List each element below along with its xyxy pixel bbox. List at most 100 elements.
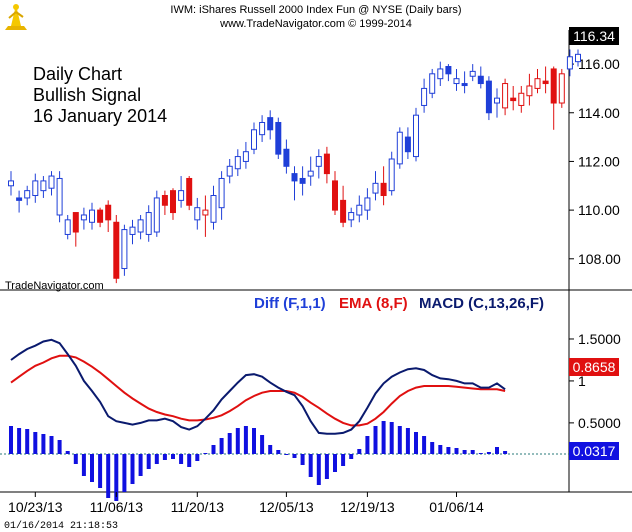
candle — [80, 207, 87, 230]
candle — [113, 214, 120, 284]
histogram-bar — [203, 453, 208, 454]
candle-body — [226, 165, 233, 177]
watermark-text: TradeNavigator.com — [5, 280, 104, 292]
candle — [178, 176, 185, 208]
histogram-bar — [486, 452, 491, 454]
candle — [259, 115, 266, 142]
candle-body — [113, 221, 120, 279]
candle — [64, 214, 71, 240]
histogram-bar — [227, 433, 232, 454]
candle — [56, 171, 63, 223]
price-tick-label: 108.00 — [578, 251, 621, 267]
histogram-bar — [276, 450, 281, 454]
candle-body — [461, 83, 468, 87]
histogram-bar — [324, 454, 329, 479]
candle — [105, 200, 112, 233]
candle-body — [32, 180, 39, 197]
candle — [145, 205, 152, 242]
candle — [364, 188, 371, 220]
histogram-bar — [365, 436, 370, 454]
candle — [186, 176, 193, 211]
price-axis-ticks: 116.00 114.00 112.00 110.00 108.00 — [569, 56, 621, 267]
candle-body — [566, 56, 573, 70]
candle-body — [364, 197, 371, 211]
histogram-bar — [397, 426, 402, 454]
candle-body — [372, 182, 379, 194]
histogram-bar — [57, 440, 62, 454]
candle-body — [48, 175, 55, 189]
histogram-bar — [49, 436, 54, 454]
histogram-bar — [462, 450, 467, 454]
histogram-bar — [357, 449, 362, 454]
candle — [242, 141, 249, 169]
candle — [566, 49, 573, 77]
date-axis-ticks: 10/23/13 11/06/13 11/20/13 12/05/13 12/19/13… — [8, 492, 484, 515]
histogram-bar — [316, 454, 321, 485]
macd-value: 0.8658 — [573, 359, 616, 375]
histogram-bar — [146, 454, 151, 469]
candle — [129, 219, 136, 245]
candle-body — [89, 209, 95, 223]
candle-body — [121, 229, 128, 270]
candle — [121, 224, 128, 276]
candle — [218, 171, 225, 220]
candle — [194, 197, 201, 230]
histogram-bar — [268, 445, 273, 454]
histogram-bar — [235, 428, 240, 454]
candle-body — [340, 199, 347, 223]
macd-tick-label: 1 — [578, 373, 586, 389]
candlestick-series — [8, 49, 581, 284]
histogram-bar — [430, 442, 435, 454]
candle-body — [178, 190, 185, 201]
histogram-bar — [454, 448, 459, 454]
diff-line — [10, 338, 506, 435]
candle-body — [380, 182, 387, 197]
candle-body — [332, 180, 338, 211]
candle-body — [404, 136, 411, 153]
candle — [502, 78, 509, 116]
candle — [283, 139, 290, 174]
candle — [575, 49, 581, 67]
candle — [340, 185, 347, 228]
candle-body — [40, 180, 47, 192]
candle-body — [251, 129, 257, 150]
date-tick-label: 12/05/13 — [259, 499, 314, 515]
candle-body — [275, 121, 282, 155]
histogram-bar — [503, 451, 508, 454]
candle — [307, 156, 314, 186]
candle — [234, 149, 241, 177]
candle-body — [348, 212, 355, 221]
legend-ema: EMA (8,F) — [339, 295, 408, 312]
candle — [348, 207, 355, 228]
macd-value-badge — [569, 358, 619, 376]
candle-body — [510, 97, 517, 102]
candle — [332, 171, 338, 215]
date-tick-label: 11/20/13 — [171, 499, 225, 515]
candle — [16, 190, 23, 213]
candle — [323, 146, 330, 184]
candle-body — [153, 197, 160, 233]
candle-body — [186, 177, 193, 206]
candle — [97, 207, 104, 228]
histogram-bar — [349, 454, 354, 459]
candle-body — [299, 177, 306, 184]
candle-body — [494, 97, 500, 104]
last-price-value: 116.34 — [573, 28, 615, 44]
histogram-bar — [171, 454, 175, 459]
candle — [413, 107, 419, 162]
candle-body — [429, 73, 436, 94]
candle — [210, 185, 217, 230]
candle-body — [80, 214, 87, 221]
candle-body — [469, 70, 476, 77]
histogram-bar — [446, 447, 451, 454]
histogram-bar — [284, 454, 289, 455]
histogram-bar — [292, 454, 297, 458]
logo-base-icon — [5, 26, 27, 30]
candle — [558, 68, 565, 108]
annotation-line-3: 16 January 2014 — [33, 106, 167, 126]
histogram-bar — [219, 438, 224, 454]
histogram-bar — [65, 451, 70, 454]
candle-body — [315, 156, 322, 167]
candle — [542, 66, 549, 94]
